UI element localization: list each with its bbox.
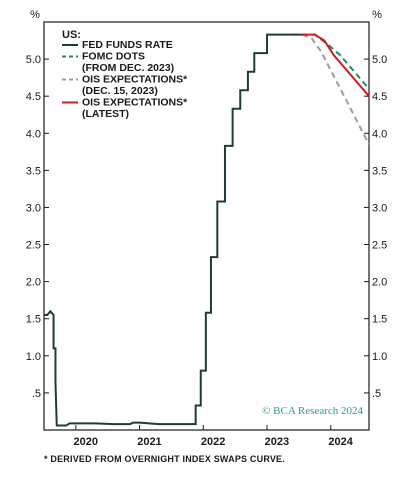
series-line-0 [44, 33, 303, 427]
series-line-2 [301, 33, 370, 145]
y-tick-label-right: 4.0 [372, 128, 387, 140]
legend-label: (FROM DEC. 2023) [82, 62, 174, 74]
y-tick-label-left: 1.0 [26, 351, 41, 363]
legend-label: (DEC. 15, 2023) [82, 85, 158, 97]
y-tick-label-left: 3.5 [26, 165, 41, 177]
y-tick-label-left: 4.0 [26, 128, 41, 140]
y-tick-label-left: 4.5 [26, 91, 41, 103]
y-tick-label-right: 5.0 [372, 54, 387, 66]
footnote: * DERIVED FROM OVERNIGHT INDEX SWAPS CUR… [44, 454, 285, 464]
y-unit-label-left: % [30, 9, 40, 21]
y-tick-label-right: 3.0 [372, 202, 387, 214]
y-tick-label-left: 2.5 [26, 240, 41, 252]
y-tick-label-right: 1.5 [372, 314, 387, 326]
x-tick-label: 2020 [73, 436, 97, 448]
y-tick-label-right: 4.5 [372, 91, 387, 103]
series-line-1 [302, 33, 370, 90]
plot-frame [43, 21, 370, 431]
legend-label: OIS EXPECTATIONS* [82, 74, 188, 86]
y-unit-label-right: % [372, 9, 382, 21]
legend-title: US: [62, 29, 81, 41]
credit: © BCA Research 2024 [262, 405, 363, 417]
y-tick-label-right: .5 [372, 388, 381, 400]
series-line-3 [302, 33, 370, 97]
legend-label: OIS EXPECTATIONS* [82, 97, 188, 109]
y-tick-label-left: .5 [32, 388, 41, 400]
y-tick-label-right: 2.5 [372, 240, 387, 252]
y-tick-label-right: 1.0 [372, 351, 387, 363]
y-tick-label-left: 2.0 [26, 277, 41, 289]
y-tick-label-left: 5.0 [26, 54, 41, 66]
x-tick-label: 2022 [201, 436, 225, 448]
legend-label: FOMC DOTS [82, 51, 145, 63]
y-tick-label-left: 3.0 [26, 202, 41, 214]
y-tick-label-right: 2.0 [372, 277, 387, 289]
legend-label: (LATEST) [82, 108, 129, 120]
y-tick-label-left: 1.5 [26, 314, 41, 326]
x-tick-label: 2024 [328, 436, 353, 448]
x-tick-label: 2021 [137, 436, 161, 448]
legend-label: FED FUNDS RATE [82, 39, 173, 51]
x-tick-label: 2023 [265, 436, 289, 448]
y-tick-label-right: 3.5 [372, 165, 387, 177]
